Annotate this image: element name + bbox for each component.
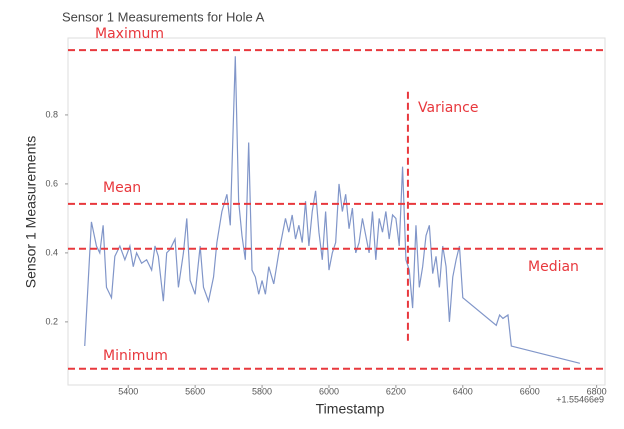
x-offset-label: +1.55466e9 (556, 394, 604, 404)
annotation-label: Mean (103, 180, 141, 196)
x-tick-label: 5600 (185, 386, 205, 396)
y-tick-label: 0.6 (45, 178, 58, 188)
chart-title: Sensor 1 Measurements for Hole A (62, 9, 265, 24)
y-tick-label: 0.4 (45, 247, 58, 257)
annotation-label: Median (528, 259, 579, 275)
y-axis-title: Sensor 1 Measurements (23, 136, 39, 289)
x-tick-label: 6000 (319, 386, 339, 396)
x-tick-label: 5800 (252, 386, 272, 396)
x-tick-label: 6800 (587, 386, 607, 396)
x-axis-title: Timestamp (316, 401, 385, 417)
y-tick-label: 0.2 (45, 316, 58, 326)
x-tick-label: 6600 (520, 386, 540, 396)
annotation-label: Minimum (103, 348, 168, 364)
data-line (84, 56, 581, 364)
x-tick-label: 6400 (453, 386, 473, 396)
annotation-label: Variance (418, 100, 478, 116)
annotation-label: Maximum (95, 26, 164, 42)
y-tick-label: 0.8 (45, 109, 58, 119)
x-tick-label: 5400 (118, 386, 138, 396)
plot-frame (67, 37, 606, 386)
x-tick-label: 6200 (386, 386, 406, 396)
